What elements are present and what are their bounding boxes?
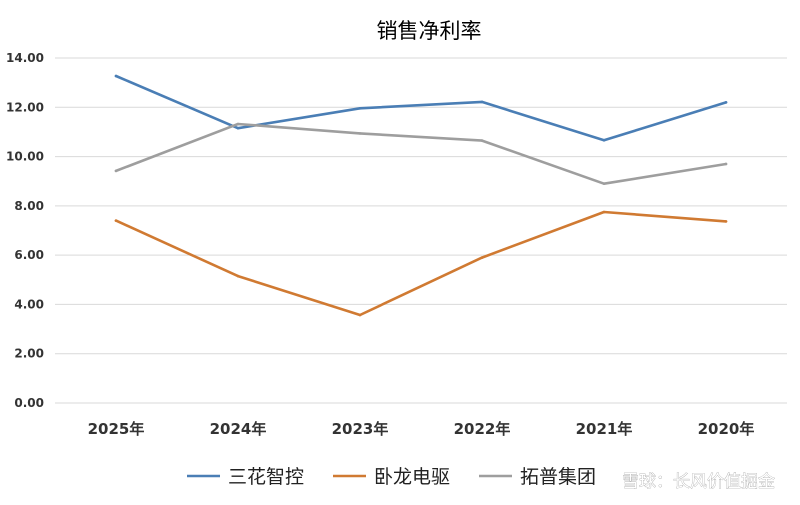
x-tick-label: 2023年 — [332, 420, 389, 438]
data-point — [602, 139, 606, 142]
chart-title: 销售净利率 — [377, 19, 482, 43]
data-point — [114, 74, 118, 78]
data-point — [602, 210, 606, 214]
legend-label: 三花智控 — [228, 466, 304, 488]
data-point — [236, 126, 240, 130]
data-point — [358, 132, 362, 135]
data-point — [114, 219, 118, 222]
y-tick-label: 12.00 — [6, 100, 44, 114]
legend: 三花智控 卧龙电驱 拓普集团 — [187, 466, 596, 488]
data-point — [114, 169, 118, 173]
data-point — [480, 139, 484, 142]
y-tick-label: 0.00 — [14, 396, 44, 410]
y-tick-label: 14.00 — [6, 51, 44, 65]
x-tick-label: 2020年 — [698, 420, 755, 438]
x-tick-label: 2022年 — [454, 420, 511, 438]
series-lines — [114, 74, 728, 317]
legend-label: 拓普集团 — [520, 466, 596, 488]
data-point — [724, 101, 728, 104]
data-point — [236, 274, 240, 278]
series-line-1 — [114, 210, 728, 317]
data-point — [480, 100, 484, 104]
x-tick-label: 2021年 — [576, 420, 633, 438]
data-point — [724, 220, 728, 223]
y-tick-label: 2.00 — [14, 347, 44, 361]
watermark-text: 雪球：长风价值掘金 — [622, 472, 775, 492]
y-tick-label: 8.00 — [14, 199, 44, 213]
y-tick-label: 4.00 — [14, 297, 44, 311]
legend-label: 卧龙电驱 — [374, 466, 450, 488]
x-tick-label: 2024年 — [210, 420, 267, 438]
series-line-2 — [114, 122, 728, 185]
x-tick-label: 2025年 — [88, 420, 145, 438]
data-point — [724, 162, 728, 166]
data-point — [602, 182, 606, 185]
y-axis-ticks: 0.00 2.00 4.00 6.00 8.00 10.00 12.00 14.00 — [6, 51, 44, 410]
data-point — [358, 313, 362, 317]
x-axis-ticks: 2025年 2024年 2023年 2022年 2021年 2020年 — [88, 420, 755, 438]
series-line-0 — [114, 74, 728, 142]
data-point — [480, 256, 484, 259]
data-point — [358, 106, 362, 110]
y-tick-label: 6.00 — [14, 248, 44, 262]
data-point — [236, 122, 240, 126]
gridlines — [55, 57, 787, 404]
y-tick-label: 10.00 — [6, 150, 44, 164]
